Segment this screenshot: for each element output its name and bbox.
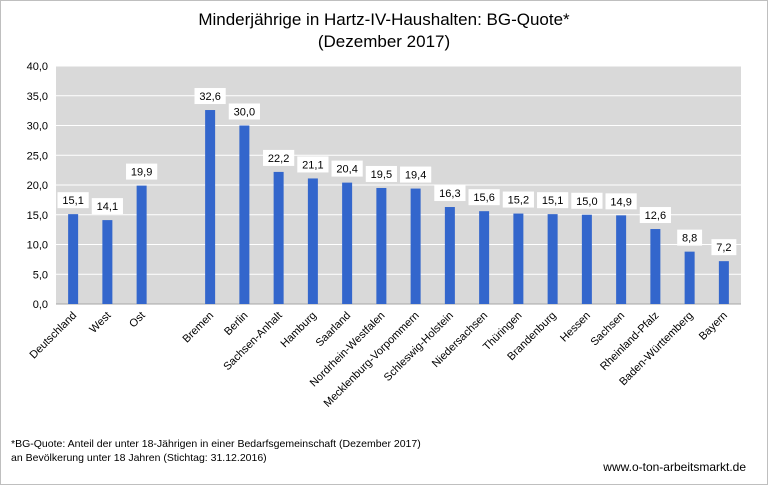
bar (444, 207, 455, 304)
data-label: 8,8 (682, 233, 697, 245)
bar (684, 251, 695, 304)
bar (479, 211, 490, 304)
bar (547, 214, 558, 304)
bar (376, 187, 387, 304)
y-tick-label: 30,0 (27, 121, 48, 133)
source-credit: www.o-ton-arbeitsmarkt.de (603, 460, 746, 474)
data-label-box (194, 88, 226, 105)
x-tick-label: Ost (127, 310, 148, 331)
bar (102, 220, 113, 304)
data-label: 12,6 (645, 210, 666, 222)
x-tick-label: Rheinland-Pfalz (598, 310, 661, 373)
data-label: 30,0 (234, 107, 255, 119)
y-tick-label: 40,0 (27, 61, 48, 73)
y-tick-label: 10,0 (27, 240, 48, 252)
data-label-box (91, 198, 123, 215)
x-tick-label: Bremen (181, 310, 217, 346)
bar (616, 215, 627, 304)
data-label: 19,9 (131, 167, 152, 179)
data-label: 21,1 (302, 159, 323, 171)
chart-title-line-2: (Dezember 2017) (318, 32, 450, 51)
x-tick-label: Hamburg (279, 310, 319, 350)
data-label-box (126, 163, 158, 180)
x-tick-label: Sachsen-Anhalt (221, 310, 284, 373)
data-label: 20,4 (336, 164, 357, 176)
data-label-box (331, 160, 363, 177)
data-label-box (639, 207, 671, 224)
data-label: 15,6 (473, 192, 494, 204)
bar (410, 188, 421, 304)
footnote-line-1: *BG-Quote: Anteil der unter 18-Jährigen … (11, 438, 421, 450)
bar (68, 214, 79, 304)
data-label: 15,2 (508, 195, 529, 207)
y-tick-label: 15,0 (27, 210, 48, 222)
footnote-line-2: an Bevölkerung unter 18 Jahren (Stichtag… (11, 452, 267, 464)
bar (718, 261, 729, 304)
data-label-box (711, 239, 737, 256)
chart-title-line-1: Minderjährige in Hartz-IV-Haushalten: BG… (198, 10, 570, 29)
data-label: 15,1 (62, 195, 83, 207)
data-label: 19,5 (371, 169, 392, 181)
x-tick-label: West (87, 310, 113, 336)
bar (205, 110, 216, 304)
data-label: 15,1 (542, 195, 563, 207)
data-label: 15,0 (576, 196, 597, 208)
data-label-box (502, 191, 534, 208)
y-tick-label: 5,0 (33, 269, 48, 281)
x-tick-label: Bayern (697, 310, 730, 343)
bar (307, 178, 318, 304)
data-label-box (537, 192, 569, 209)
data-label-box (57, 192, 89, 209)
data-label: 7,2 (716, 242, 731, 254)
data-label-box (263, 149, 295, 166)
bar (273, 171, 284, 304)
plot-area: 0,0 5,0 10,0 15,0 20,0 25,0 30,0 35,0 40,0 15,1 De… (27, 61, 741, 410)
data-label-box (400, 166, 432, 183)
data-label: 14,1 (97, 201, 118, 213)
y-tick-label: 20,0 (27, 180, 48, 192)
bar (342, 182, 353, 304)
y-tick-label: 25,0 (27, 150, 48, 162)
data-label: 32,6 (199, 91, 220, 103)
data-label-box (571, 192, 603, 209)
bar (513, 213, 524, 304)
bar (650, 229, 661, 304)
y-tick-label: 35,0 (27, 91, 48, 103)
data-label-box (365, 165, 397, 182)
bar (239, 125, 250, 304)
data-label-box (468, 189, 500, 206)
x-tick-label: Deutschland (28, 310, 80, 362)
data-label-box (228, 103, 260, 120)
data-label: 16,3 (439, 188, 460, 200)
y-tick-label: 0,0 (33, 299, 48, 311)
data-label-box (605, 193, 637, 210)
bar (581, 214, 592, 304)
bar (136, 185, 147, 304)
data-label: 14,9 (610, 196, 631, 208)
data-label-box (677, 229, 703, 246)
data-label-box (434, 185, 466, 202)
data-label: 22,2 (268, 153, 289, 165)
data-label: 19,4 (405, 170, 426, 182)
data-label-box (297, 156, 329, 173)
x-tick-label: Berlin (222, 310, 250, 338)
